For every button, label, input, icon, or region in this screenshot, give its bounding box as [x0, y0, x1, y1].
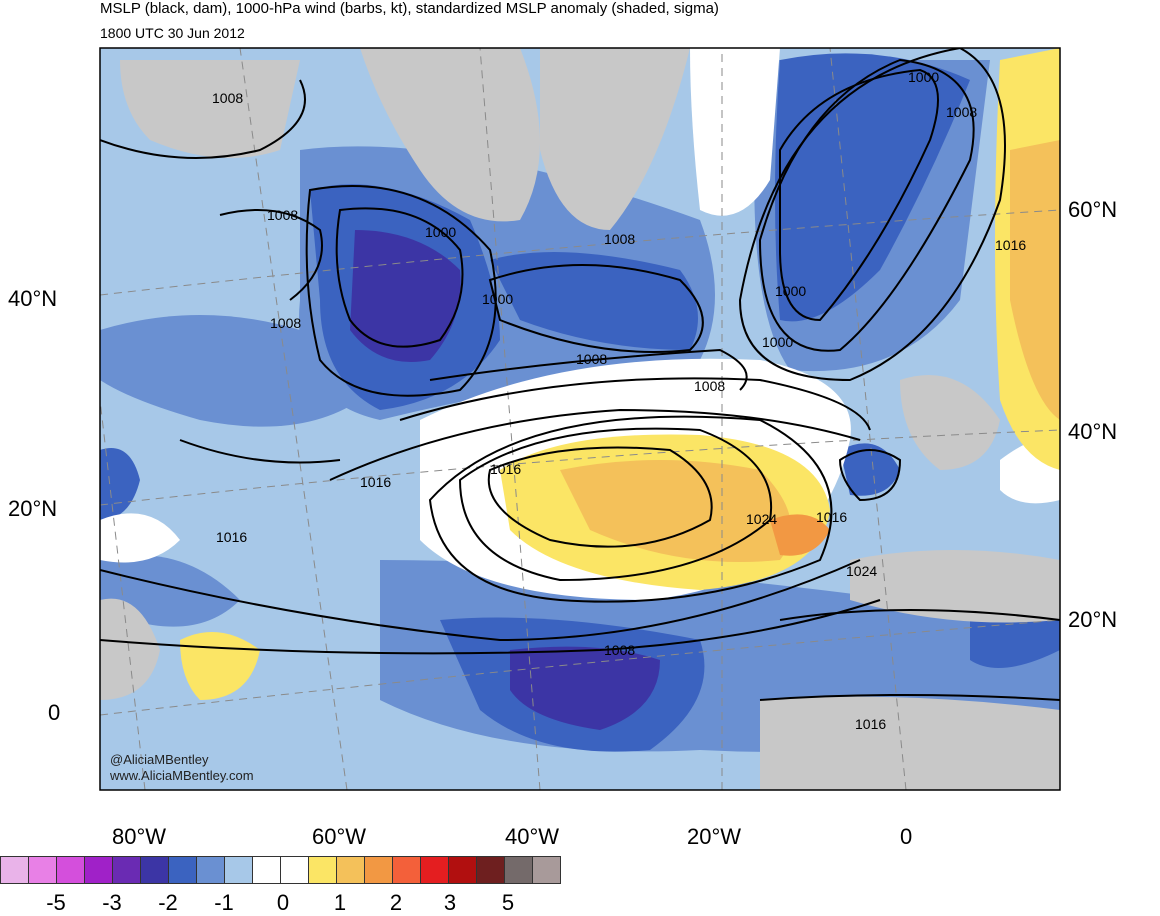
credit-website: www.AliciaMBentley.com	[110, 768, 254, 783]
colorbar-swatch	[532, 856, 561, 884]
lon-label: 80°W	[112, 824, 167, 849]
lat-label-left: 40°N	[8, 286, 58, 311]
colorbar-swatch	[224, 856, 253, 884]
colorbar-swatch	[364, 856, 393, 884]
colorbar-tick-label: -1	[214, 890, 234, 915]
colorbar-tick-label: -5	[46, 890, 66, 915]
colorbar-swatch	[280, 856, 309, 884]
colorbar-tick-label: 2	[389, 890, 403, 915]
lat-label-left: 0	[48, 700, 61, 725]
isobar-label: 1008	[267, 207, 298, 223]
colorbar-swatch	[476, 856, 505, 884]
isobar-label: 1000	[425, 224, 456, 240]
lat-label-right: 20°N	[1068, 607, 1118, 632]
colorbar-swatch	[28, 856, 57, 884]
colorbar	[0, 856, 561, 884]
isobar-label: 1008	[604, 642, 635, 658]
isobar-label: 1016	[816, 509, 847, 525]
land-areas	[100, 48, 1060, 790]
isobar-label: 1024	[846, 563, 877, 579]
isobar-label: 1024	[746, 511, 777, 527]
anomaly-positive-moderate	[560, 140, 1060, 562]
colorbar-tick-label: 0	[276, 890, 290, 915]
colorbar-swatch	[168, 856, 197, 884]
map-title: MSLP (black, dam), 1000-hPa wind (barbs,…	[100, 0, 719, 17]
colorbar-swatch	[336, 856, 365, 884]
anomaly-extreme-negative	[350, 230, 660, 730]
anomaly-positive-strong	[770, 514, 830, 556]
isobar-label: 1016	[216, 529, 247, 545]
isobar-label: 1008	[946, 104, 977, 120]
colorbar-swatch	[448, 856, 477, 884]
colorbar-tick-label: -2	[158, 890, 178, 915]
lon-label: 40°W	[505, 824, 560, 849]
isobar-label: 1016	[995, 237, 1026, 253]
isobar-label: 1016	[490, 461, 521, 477]
colorbar-swatch	[84, 856, 113, 884]
isobar-label: 1008	[604, 231, 635, 247]
isobar-label: 1000	[762, 334, 793, 350]
map-frame	[99, 47, 1061, 791]
colorbar-tick-label: 5	[501, 890, 515, 915]
isobar-label: 1000	[482, 291, 513, 307]
colorbar-swatch	[504, 856, 533, 884]
isobar-label: 1000	[908, 69, 939, 85]
colorbar-swatch	[252, 856, 281, 884]
lat-label-right: 60°N	[1068, 197, 1118, 222]
colorbar-swatch	[140, 856, 169, 884]
credit-handle: @AliciaMBentley	[110, 752, 209, 767]
colorbar-swatch	[112, 856, 141, 884]
lat-label-left: 20°N	[8, 496, 58, 521]
graticule	[100, 48, 1060, 790]
isobar-label: 1016	[360, 474, 391, 490]
colorbar-swatch	[0, 856, 29, 884]
lon-label: 0	[900, 824, 913, 849]
lon-label: 20°W	[687, 824, 742, 849]
colorbar-tick-label: -3	[102, 890, 122, 915]
colorbar-swatch	[308, 856, 337, 884]
lon-label: 60°W	[312, 824, 367, 849]
isobar-label: 1016	[855, 716, 886, 732]
colorbar-swatch	[420, 856, 449, 884]
colorbar-swatch	[196, 856, 225, 884]
isobar-label: 1008	[212, 90, 243, 106]
colorbar-swatch	[392, 856, 421, 884]
isobar-label: 1008	[576, 351, 607, 367]
lat-label-right: 40°N	[1068, 419, 1118, 444]
colorbar-swatch	[56, 856, 85, 884]
isobar-label: 1008	[270, 315, 301, 331]
colorbar-tick-label: 1	[333, 890, 347, 915]
isobar-labels: 1008 1008 1000 1000 1008 1000 1008 1016 …	[212, 69, 1026, 732]
isobar-contours	[100, 48, 1060, 701]
isobar-label: 1008	[694, 378, 725, 394]
map-subtitle: 1800 UTC 30 Jun 2012	[100, 25, 245, 41]
isobar-label: 1000	[775, 283, 806, 299]
colorbar-tick-label: 3	[443, 890, 457, 915]
